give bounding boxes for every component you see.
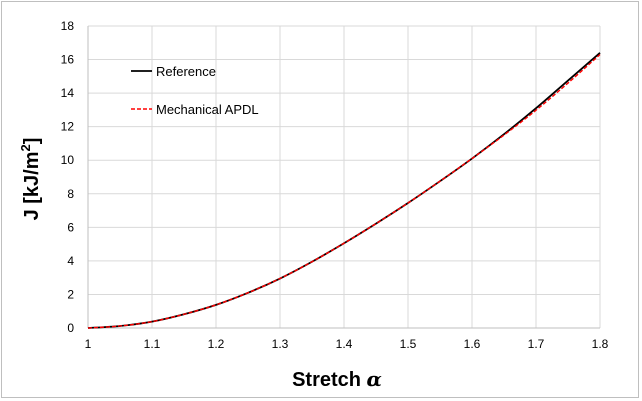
y-tick-label: 16 [61,53,75,67]
x-tick-label: 1.5 [400,337,417,351]
y-tick-label: 0 [67,321,74,335]
y-tick-label: 10 [61,153,75,167]
x-axis-title: Stretch α [292,367,382,391]
x-tick-label: 1.3 [272,337,289,351]
y-tick-label: 12 [61,120,75,134]
x-tick-labels: 1 1.1 1.2 1.3 1.4 1.5 1.6 1.7 1.8 [85,337,609,351]
y-tick-label: 8 [67,187,74,201]
grid-lines [88,25,601,328]
x-tick-label: 1.2 [208,337,225,351]
axes [87,26,600,329]
y-tick-labels: 0 2 4 6 8 10 12 14 16 18 [61,19,75,335]
x-axis-title-symbol: α [367,367,382,391]
x-tick-label: 1.4 [336,337,353,351]
legend: Reference Mechanical APDL [131,64,259,117]
x-tick-label: 1 [85,337,92,351]
y-axis-title: J [kJ/m2] [18,138,43,221]
y-axis-title-close: ] [21,138,43,145]
y-tick-label: 18 [61,19,75,33]
x-tick-label: 1.7 [528,337,545,351]
x-tick-label: 1.8 [592,337,609,351]
x-axis-title-text: Stretch [292,369,361,391]
y-tick-label: 2 [67,287,74,301]
y-tick-label: 14 [61,86,75,100]
x-tick-label: 1.1 [144,337,161,351]
series-apdl-line [87,53,601,329]
series-lines [87,52,601,329]
y-axis-title-sup: 2 [18,144,33,151]
legend-label-apdl: Mechanical APDL [156,102,259,117]
y-tick-label: 4 [67,254,74,268]
y-axis-title-text: J [kJ/m [21,151,43,220]
y-tick-label: 6 [67,220,74,234]
legend-label-reference: Reference [156,64,216,79]
x-tick-label: 1.6 [464,337,481,351]
